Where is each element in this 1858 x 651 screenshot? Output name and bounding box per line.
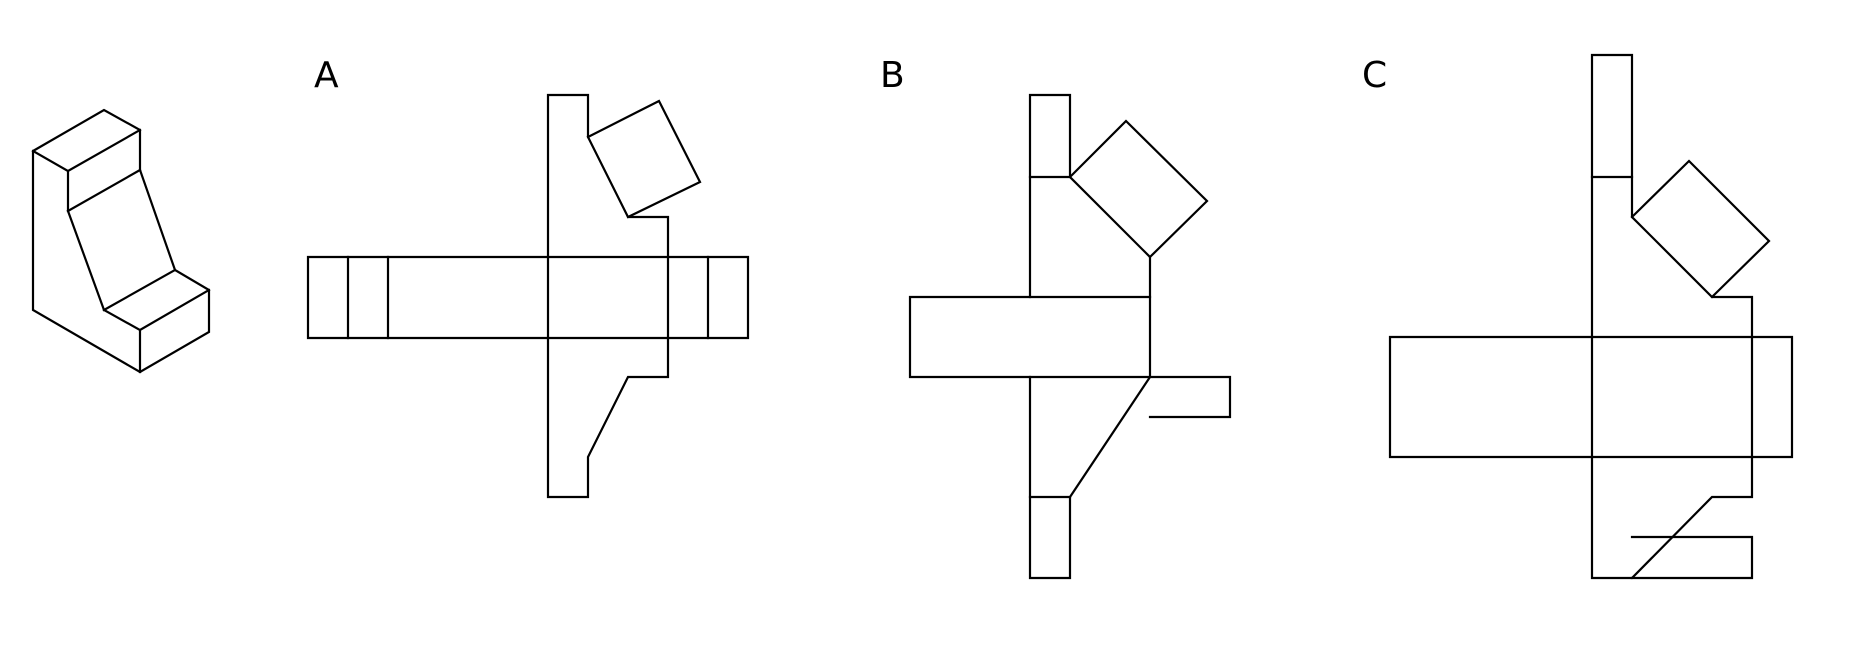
solid-bottom-step <box>102 288 211 374</box>
isometric-solid <box>31 108 211 374</box>
net-c-square <box>1630 159 1771 299</box>
net-c-outline <box>1388 53 1754 580</box>
solid-outer-outline <box>31 108 211 374</box>
net-c <box>1388 53 1794 580</box>
net-b-square <box>1068 119 1209 259</box>
option-a-label: A <box>314 55 339 96</box>
option-b-label: B <box>880 55 905 96</box>
net-a-square <box>586 99 702 219</box>
net-b <box>908 93 1232 580</box>
option-c-label: C <box>1362 55 1387 96</box>
net-a <box>306 93 750 499</box>
net-b-outline <box>908 93 1152 580</box>
net-a-inner-lines <box>346 255 750 340</box>
solid-slope-face <box>66 168 177 312</box>
net-b-inner-lines <box>1028 175 1232 499</box>
net-c-inner-lines <box>1590 175 1794 580</box>
solid-top-step <box>31 128 142 213</box>
net-a-outline <box>306 93 710 499</box>
